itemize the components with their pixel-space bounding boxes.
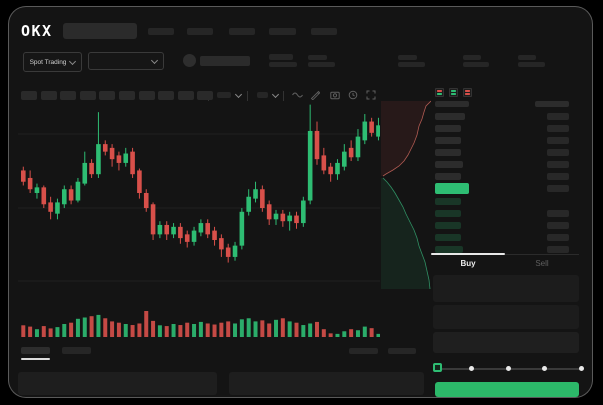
ask-price-bar[interactable]	[435, 173, 461, 180]
slider-dots	[9, 7, 594, 399]
stat-label-placeholder	[308, 55, 327, 60]
history-icon[interactable]	[348, 90, 358, 100]
slider-stop-dot[interactable]	[505, 366, 511, 371]
stat-label-placeholder	[398, 55, 417, 60]
orderbook-header-size	[535, 101, 569, 107]
timeframe-button-3[interactable]	[60, 91, 77, 100]
price-change-placeholder	[269, 62, 297, 67]
timeframe-button-10[interactable]	[197, 91, 214, 100]
stat-value-placeholder	[398, 62, 425, 67]
bid-price-bar[interactable]	[435, 210, 461, 217]
bottom-tab-2[interactable]	[62, 347, 91, 354]
market-type-label: Spot Trading	[29, 58, 67, 66]
bottom-panel-right	[229, 372, 424, 395]
pair-name-placeholder	[200, 56, 250, 66]
coin-avatar	[183, 54, 196, 67]
stat-value-placeholder	[308, 62, 335, 67]
chart-type-dropdown[interactable]	[217, 92, 231, 98]
active-tab-indicator	[431, 253, 505, 255]
bid-size-bar[interactable]	[547, 246, 569, 253]
slider-handle[interactable]	[433, 363, 442, 372]
market-type-selector[interactable]: Spot Trading	[23, 52, 82, 72]
bid-price-bar[interactable]	[435, 198, 461, 205]
wave-icon[interactable]	[292, 90, 303, 100]
ask-price-bar[interactable]	[435, 113, 465, 120]
timeframe-button-6[interactable]	[119, 91, 135, 100]
timeframe-button-8[interactable]	[158, 91, 175, 100]
timeframe-button-5[interactable]	[99, 91, 116, 100]
stat-label-placeholder	[518, 55, 536, 60]
stat-value-placeholder	[463, 62, 489, 67]
ask-size-bar[interactable]	[547, 113, 569, 120]
last-price-placeholder	[269, 54, 293, 60]
search-input[interactable]	[63, 23, 137, 39]
pair-selector[interactable]	[88, 52, 164, 70]
pencil-icon[interactable]	[310, 90, 320, 100]
ask-size-bar[interactable]	[547, 173, 569, 180]
bottom-tab-active-indicator	[21, 358, 50, 360]
ask-price-bar[interactable]	[435, 149, 461, 156]
tabs-divider	[431, 254, 579, 255]
nav-item-1[interactable]	[148, 28, 174, 35]
bid-size-bar[interactable]	[547, 210, 569, 217]
bid-size-bar[interactable]	[547, 234, 569, 241]
book-asks-icon[interactable]	[463, 88, 472, 97]
last-size-bar[interactable]	[547, 185, 569, 192]
bid-price-bar[interactable]	[435, 222, 461, 229]
ask-size-bar[interactable]	[547, 137, 569, 144]
book-bids-icon[interactable]	[449, 88, 458, 97]
buy-submit-button[interactable]	[435, 382, 579, 397]
bid-price-bar[interactable]	[435, 246, 463, 253]
toolbar-divider	[283, 91, 284, 101]
nav-item-5[interactable]	[311, 28, 337, 35]
stat-label-placeholder	[463, 55, 481, 60]
ask-price-bar[interactable]	[435, 125, 461, 132]
timeframe-button-1[interactable]	[21, 91, 37, 100]
nav-item-3[interactable]	[229, 28, 255, 35]
stat-value-placeholder	[518, 62, 545, 67]
price-input[interactable]	[433, 275, 579, 302]
bottom-action-1[interactable]	[349, 348, 378, 354]
timeframe-button-4[interactable]	[79, 91, 96, 100]
amount-input[interactable]	[433, 305, 579, 329]
app-window: OKX Spot Trading	[8, 6, 593, 398]
last-price-bar[interactable]	[435, 183, 469, 194]
bid-price-bar[interactable]	[435, 234, 461, 241]
slider-stop-dot[interactable]	[542, 366, 547, 371]
ask-size-bar[interactable]	[547, 149, 569, 156]
nav-item-2[interactable]	[187, 28, 213, 35]
ask-size-bar[interactable]	[547, 125, 569, 132]
tab-sell[interactable]: Sell	[535, 259, 549, 268]
bid-size-bar[interactable]	[547, 222, 569, 229]
tab-buy[interactable]: Buy	[460, 259, 476, 268]
slider-stop-dot[interactable]	[469, 366, 474, 371]
timeframe-button-7[interactable]	[138, 91, 155, 100]
depth-chart-svg	[381, 100, 431, 289]
bottom-panel-left	[18, 372, 217, 395]
bottom-action-2[interactable]	[388, 348, 416, 354]
okx-logo: OKX	[21, 22, 53, 40]
nav-item-4[interactable]	[269, 28, 296, 35]
timeframe-button-9[interactable]	[177, 91, 194, 100]
orderbook-header-price	[435, 101, 469, 107]
price-chart-svg	[18, 104, 380, 337]
toolbar-divider	[247, 91, 248, 101]
camera-icon[interactable]	[330, 90, 340, 100]
timeframe-button-2[interactable]	[40, 91, 57, 100]
bottom-tab-1[interactable]	[21, 347, 50, 354]
orderbook-rows	[9, 7, 594, 399]
ask-size-bar[interactable]	[547, 161, 569, 168]
total-field[interactable]	[433, 332, 579, 353]
ask-price-bar[interactable]	[435, 137, 461, 144]
slider-stop-dot[interactable]	[578, 366, 584, 371]
ask-price-bar[interactable]	[435, 161, 463, 168]
expand-icon[interactable]	[366, 90, 376, 100]
book-both-icon[interactable]	[435, 88, 444, 97]
indicators-dropdown[interactable]	[257, 92, 268, 98]
